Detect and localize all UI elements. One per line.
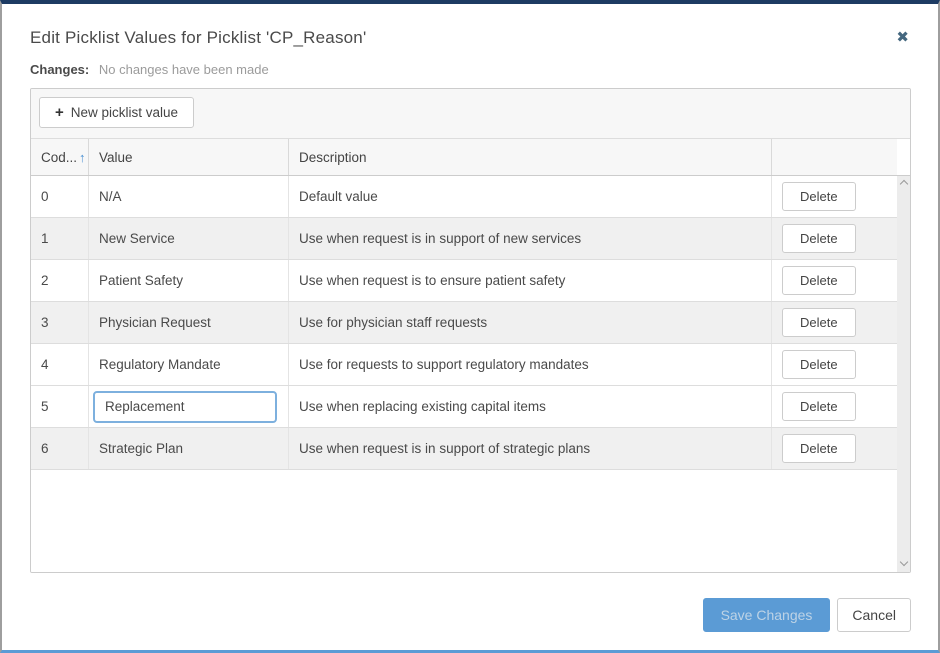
code-header-label: Cod... [41,149,78,165]
cell-action: Delete [772,218,897,259]
cell-action: Delete [772,386,897,427]
picklist-grid-panel: + New picklist value Cod... ↑ Value Desc… [30,88,911,573]
table-row: 6 Strategic Plan Use when request is in … [31,428,897,470]
cell-description[interactable]: Use for physician staff requests [289,302,772,343]
modal-footer: Save Changes Cancel [2,598,911,632]
cancel-button[interactable]: Cancel [837,598,911,632]
save-changes-button[interactable]: Save Changes [702,598,831,632]
cell-code: 4 [31,344,89,385]
cell-value[interactable] [89,386,289,427]
delete-button[interactable]: Delete [782,392,856,421]
cell-code: 2 [31,260,89,301]
cell-code: 1 [31,218,89,259]
delete-button[interactable]: Delete [782,434,856,463]
table-row: 1 New Service Use when request is in sup… [31,218,897,260]
table-row: 5 Use when replacing existing capital it… [31,386,897,428]
value-header-label: Value [99,149,133,165]
cell-code: 6 [31,428,89,469]
vertical-scrollbar[interactable] [897,176,910,572]
value-edit-input[interactable] [93,390,277,423]
delete-button[interactable]: Delete [782,182,856,211]
scroll-down-icon[interactable] [899,557,908,567]
cell-value[interactable]: N/A [89,176,289,217]
table-row: 4 Regulatory Mandate Use for requests to… [31,344,897,386]
cell-value[interactable]: New Service [89,218,289,259]
table-row: 2 Patient Safety Use when request is to … [31,260,897,302]
delete-button[interactable]: Delete [782,224,856,253]
cell-code: 5 [31,386,89,427]
close-icon[interactable]: ✖ [896,29,909,46]
cell-action: Delete [772,260,897,301]
delete-button[interactable]: Delete [782,266,856,295]
cell-value[interactable]: Patient Safety [89,260,289,301]
column-header-actions [772,139,897,175]
header-scrollbar-spacer [897,139,910,175]
cell-action: Delete [772,428,897,469]
description-header-label: Description [299,149,367,165]
cell-action: Delete [772,176,897,217]
cell-description[interactable]: Default value [289,176,772,217]
column-header-description[interactable]: Description [289,139,772,175]
changes-status-text: No changes have been made [98,62,269,77]
new-picklist-value-button[interactable]: + New picklist value [39,97,195,128]
sort-ascending-icon: ↑ [79,149,86,165]
cell-code: 0 [31,176,89,217]
cell-value[interactable]: Physician Request [89,302,289,343]
column-header-value[interactable]: Value [89,139,289,175]
table-row: 0 N/A Default value Delete [31,176,897,218]
cell-code: 3 [31,302,89,343]
plus-icon: + [55,104,64,121]
cell-description[interactable]: Use when request is to ensure patient sa… [289,260,772,301]
delete-button[interactable]: Delete [782,308,856,337]
grid-content: 0 N/A Default value Delete 1 New Service… [31,176,910,572]
cell-description[interactable]: Use when request is in support of strate… [289,428,772,469]
grid-body: 0 N/A Default value Delete 1 New Service… [31,176,897,470]
table-row: 3 Physician Request Use for physician st… [31,302,897,344]
grid-toolbar: + New picklist value [31,89,910,139]
cell-description[interactable]: Use when request is in support of new se… [289,218,772,259]
delete-button[interactable]: Delete [782,350,856,379]
cell-value[interactable]: Strategic Plan [89,428,289,469]
scroll-up-icon[interactable] [899,179,908,189]
cell-value[interactable]: Regulatory Mandate [89,344,289,385]
column-header-code[interactable]: Cod... ↑ [31,139,89,175]
cell-description[interactable]: Use for requests to support regulatory m… [289,344,772,385]
cell-action: Delete [772,302,897,343]
cell-action: Delete [772,344,897,385]
cell-description[interactable]: Use when replacing existing capital item… [289,386,772,427]
grid-header: Cod... ↑ Value Description [31,139,910,176]
new-picklist-value-label: New picklist value [70,105,179,120]
changes-label: Changes: [30,62,90,77]
modal-edge-accent-left [0,0,2,42]
modal-title: Edit Picklist Values for Picklist 'CP_Re… [30,28,367,47]
